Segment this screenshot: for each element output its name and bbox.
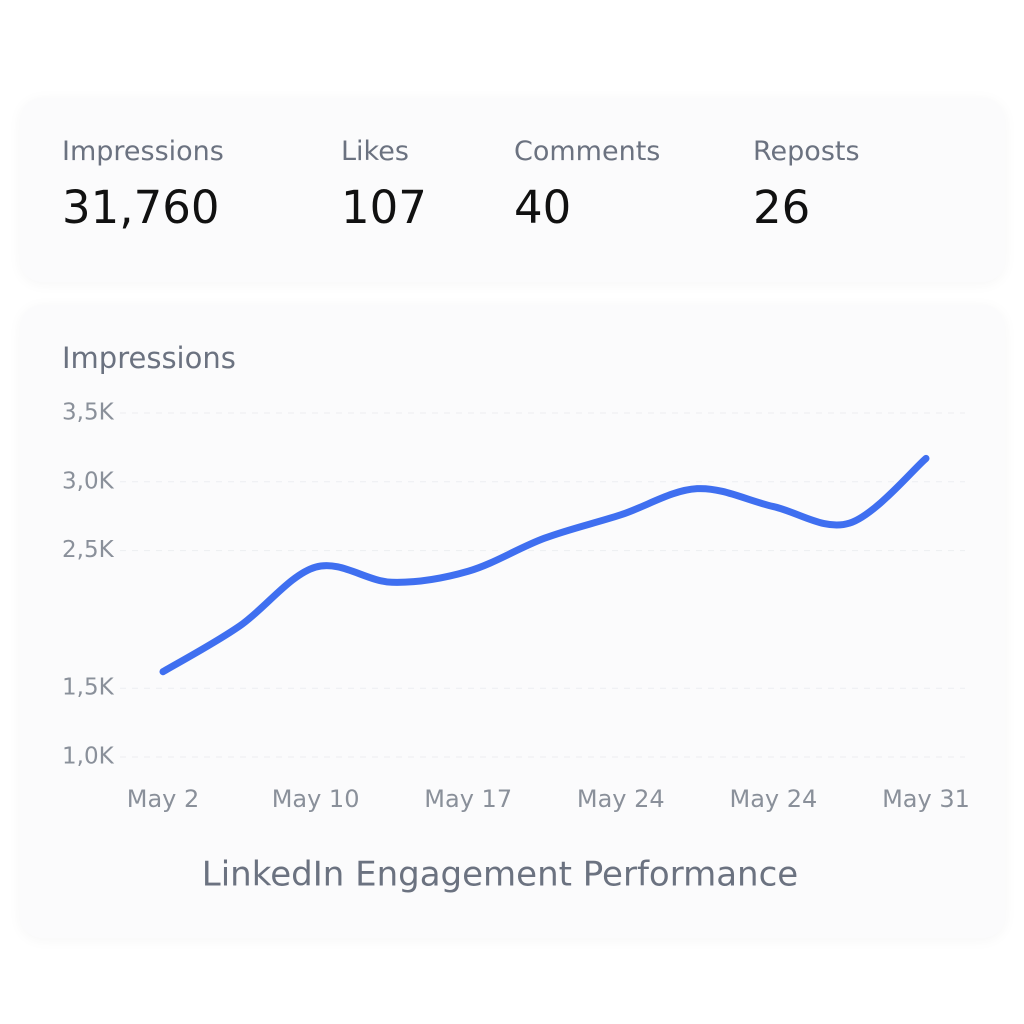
chart-title: LinkedIn Engagement Performance	[202, 855, 798, 895]
stat-value: 107	[341, 181, 427, 234]
stat-value: 31,760	[62, 181, 220, 234]
stat: Comments 40	[514, 136, 660, 234]
y-tick-label: 1,0K	[62, 744, 115, 770]
y-tick-label: 2,5K	[62, 537, 115, 563]
x-tick-label: May 2	[127, 785, 200, 813]
stat-label: Comments	[514, 136, 661, 167]
stat-value: 40	[514, 181, 572, 234]
chart-card	[20, 305, 1005, 938]
y-tick-label: 3,0K	[62, 468, 115, 494]
y-tick-label: 1,5K	[62, 675, 115, 701]
line	[159, 454, 930, 676]
stats-card: Impressions 31,760 Likes 107 Comments 40 Re…	[20, 98, 1005, 282]
x-tick-label: May 24	[577, 785, 665, 813]
y-axis-label: Impressions	[62, 341, 236, 375]
stat-label: Reposts	[753, 136, 860, 167]
stat-label: Impressions	[62, 136, 224, 167]
x-tick-label: May 10	[272, 785, 360, 813]
stat: Likes 107	[341, 136, 427, 234]
x-tick-label: May 31	[882, 785, 970, 813]
stat: Reposts 26	[753, 136, 860, 234]
stat: Impressions 31,760	[62, 136, 224, 234]
y-tick-label: 3,5K	[62, 400, 115, 426]
x-tick-label: May 24	[730, 785, 818, 813]
x-tick-label: May 17	[424, 785, 512, 813]
stat-label: Likes	[341, 136, 409, 167]
stat-value: 26	[753, 181, 811, 234]
